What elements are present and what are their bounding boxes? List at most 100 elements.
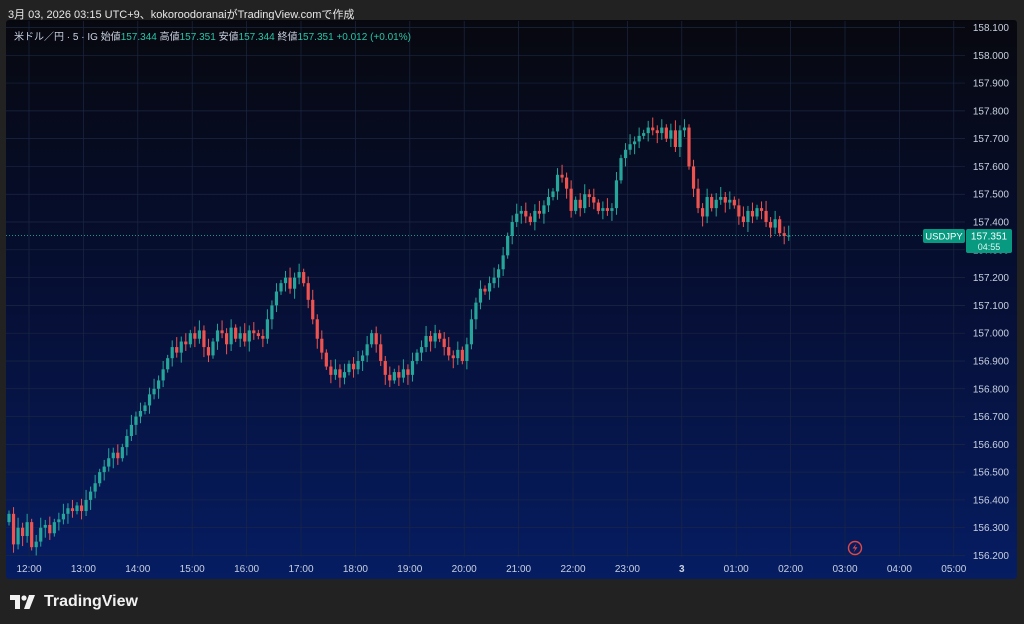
- candle-body: [333, 369, 337, 375]
- candle-body: [682, 127, 687, 131]
- candle-body: [79, 505, 84, 512]
- candle-body: [30, 522, 34, 548]
- candle-body: [601, 208, 605, 211]
- candle-body: [587, 194, 591, 198]
- candle-body: [447, 347, 451, 356]
- candle-body: [84, 499, 88, 512]
- chart-caption: 3月 03, 2026 03:15 UTC+9、kokoroodoranaiがT…: [8, 9, 355, 21]
- candle-body: [225, 333, 229, 345]
- candle-body: [342, 372, 347, 378]
- candle-body: [769, 222, 773, 228]
- x-tick-label: 12:00: [16, 564, 41, 575]
- y-tick-label: 156.800: [973, 384, 1010, 395]
- candle-body: [524, 210, 528, 217]
- candle-body: [134, 416, 138, 425]
- candle-body: [320, 338, 324, 353]
- candle-body: [732, 199, 736, 206]
- candle-body: [460, 349, 464, 361]
- candle-body: [451, 355, 455, 359]
- candle-body: [764, 210, 768, 223]
- candle-body: [247, 330, 251, 342]
- candle-body: [57, 519, 61, 523]
- candle-body: [188, 333, 192, 345]
- x-tick-label: 21:00: [506, 564, 531, 575]
- candle-body: [356, 360, 360, 370]
- candle-body: [193, 333, 197, 339]
- lightning-icon[interactable]: [847, 540, 863, 556]
- candle-body: [302, 272, 306, 284]
- candle-body: [515, 213, 519, 223]
- x-tick-label: 3: [679, 564, 685, 575]
- legend-low: 157.344: [238, 32, 275, 43]
- candle-body: [696, 188, 700, 209]
- price-tag: USDJPY 157.351 04:55: [923, 229, 1012, 253]
- candle-body: [678, 130, 682, 147]
- candle-body: [410, 360, 415, 375]
- candle-body: [75, 505, 79, 512]
- x-tick-label: 03:00: [832, 564, 857, 575]
- candle-body: [710, 197, 714, 209]
- candle-body: [361, 355, 365, 361]
- candle-body: [433, 333, 437, 342]
- candle-body: [415, 352, 419, 361]
- candle-body: [737, 205, 741, 217]
- candle-body: [746, 210, 750, 223]
- candle-body: [129, 424, 133, 437]
- candle-body: [206, 347, 211, 356]
- candle-body: [388, 374, 392, 381]
- candle-body: [175, 347, 179, 353]
- candle-body: [370, 333, 374, 345]
- grid-lines: [6, 21, 965, 557]
- candle-body: [429, 335, 433, 342]
- tradingview-logo-icon: [10, 595, 35, 609]
- candle-body: [270, 305, 274, 320]
- candle-body: [533, 210, 537, 223]
- candle-body: [569, 188, 573, 211]
- candle-body: [48, 524, 52, 534]
- candle-body: [70, 508, 75, 512]
- candle-body: [401, 369, 405, 378]
- candle-body: [21, 527, 25, 537]
- candle-body: [741, 216, 745, 223]
- candle-body: [705, 197, 709, 217]
- candle-body: [306, 283, 310, 300]
- candle-body: [170, 347, 174, 359]
- tradingview-logo[interactable]: TradingView: [10, 593, 138, 611]
- candle-body: [256, 333, 260, 336]
- candle-body: [261, 335, 265, 339]
- candle-body: [25, 522, 29, 537]
- candle-body: [383, 360, 387, 375]
- candle-body: [379, 344, 383, 361]
- x-tick-label: 01:00: [724, 564, 749, 575]
- candle-body: [234, 327, 238, 339]
- time-axis: 12:00 13:00 14:00 15:00 16:00 17:00 18:00 19:00…: [16, 564, 966, 575]
- candle-body: [152, 388, 156, 395]
- candle-body: [465, 344, 469, 361]
- legend-symbol[interactable]: 米ドル／円 · 5 · IG: [14, 32, 98, 43]
- candle-body: [34, 541, 38, 548]
- candle-body: [560, 174, 564, 178]
- y-tick-label: 157.400: [973, 218, 1010, 229]
- candle-body: [392, 372, 396, 381]
- y-tick-label: 157.600: [973, 162, 1010, 173]
- candle-body: [66, 508, 70, 514]
- x-tick-label: 20:00: [452, 564, 477, 575]
- legend-close: 157.351: [297, 32, 334, 43]
- candle-body: [61, 513, 65, 520]
- legend-high: 157.351: [179, 32, 216, 43]
- candle-body: [397, 372, 401, 378]
- candle-body: [220, 330, 224, 334]
- candle-body: [487, 283, 492, 292]
- y-tick-label: 158.100: [973, 23, 1010, 34]
- candle-body: [438, 333, 442, 339]
- legend-close-label: 終値: [277, 32, 298, 43]
- candle-body: [315, 319, 319, 339]
- candle-body: [265, 319, 269, 339]
- candle-body: [456, 349, 460, 359]
- candle-body: [365, 344, 369, 356]
- candle-body: [669, 130, 673, 139]
- candle-body: [555, 174, 560, 192]
- chart-panel[interactable]: [6, 20, 1017, 579]
- candle-body: [116, 452, 120, 459]
